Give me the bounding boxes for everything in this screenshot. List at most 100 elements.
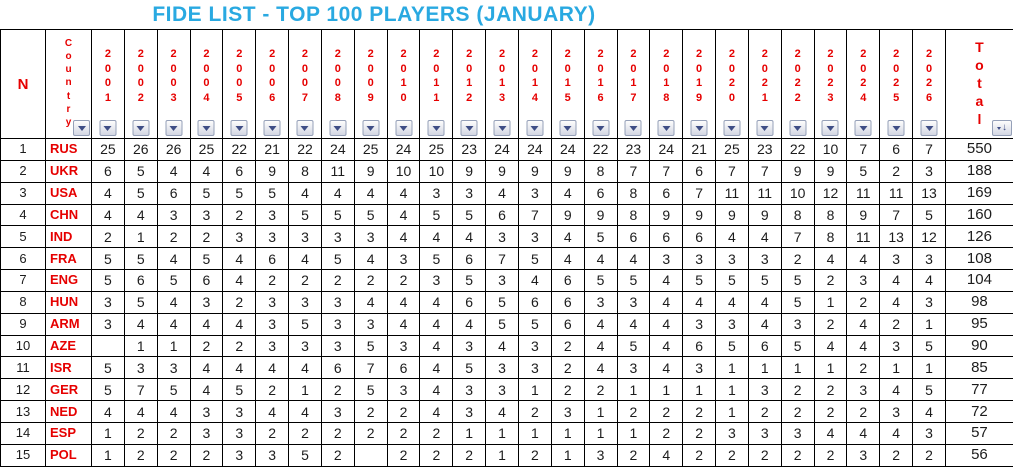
- total-cell[interactable]: 98: [945, 291, 1013, 313]
- data-cell-CHN-2012[interactable]: 5: [453, 204, 486, 226]
- data-cell-HUN-2015[interactable]: 6: [551, 291, 584, 313]
- data-cell-ISR-2017[interactable]: 3: [617, 357, 650, 379]
- country-cell[interactable]: FRA: [46, 248, 92, 270]
- data-cell-ESP-2020[interactable]: 3: [716, 422, 749, 444]
- data-cell-RUS-2009[interactable]: 25: [354, 139, 387, 161]
- data-cell-UKR-2011[interactable]: 10: [420, 160, 453, 182]
- data-cell-RUS-2025[interactable]: 6: [880, 139, 913, 161]
- data-cell-FRA-2011[interactable]: 5: [420, 248, 453, 270]
- data-cell-GER-2017[interactable]: 1: [617, 379, 650, 401]
- year-filter-button[interactable]: [625, 120, 642, 136]
- data-cell-GER-2006[interactable]: 2: [256, 379, 289, 401]
- data-cell-FRA-2024[interactable]: 4: [847, 248, 880, 270]
- data-cell-ESP-2026[interactable]: 3: [913, 422, 946, 444]
- country-filter-button[interactable]: [73, 120, 90, 136]
- data-cell-POL-2001[interactable]: 1: [92, 444, 125, 466]
- data-cell-AZE-2022[interactable]: 5: [781, 335, 814, 357]
- data-cell-AZE-2026[interactable]: 5: [913, 335, 946, 357]
- data-cell-POL-2017[interactable]: 2: [617, 444, 650, 466]
- data-cell-CHN-2002[interactable]: 4: [124, 204, 157, 226]
- data-cell-UKR-2004[interactable]: 4: [190, 160, 223, 182]
- data-cell-ARM-2002[interactable]: 4: [124, 313, 157, 335]
- data-cell-POL-2009[interactable]: [354, 444, 387, 466]
- data-cell-USA-2010[interactable]: 4: [387, 182, 420, 204]
- data-cell-ESP-2010[interactable]: 2: [387, 422, 420, 444]
- data-cell-NED-2005[interactable]: 3: [223, 401, 256, 423]
- total-cell[interactable]: 169: [945, 182, 1013, 204]
- data-cell-ENG-2010[interactable]: 2: [387, 270, 420, 292]
- data-cell-AZE-2017[interactable]: 5: [617, 335, 650, 357]
- data-cell-RUS-2013[interactable]: 24: [486, 139, 519, 161]
- data-cell-ISR-2026[interactable]: 1: [913, 357, 946, 379]
- data-cell-IND-2023[interactable]: 8: [814, 226, 847, 248]
- year-filter-button[interactable]: [494, 120, 511, 136]
- data-cell-UKR-2007[interactable]: 8: [289, 160, 322, 182]
- data-cell-ARM-2005[interactable]: 4: [223, 313, 256, 335]
- data-cell-POL-2011[interactable]: 2: [420, 444, 453, 466]
- country-cell[interactable]: ESP: [46, 422, 92, 444]
- row-number-cell[interactable]: 1: [1, 139, 46, 161]
- data-cell-AZE-2019[interactable]: 6: [683, 335, 716, 357]
- data-cell-HUN-2003[interactable]: 4: [157, 291, 190, 313]
- data-cell-ISR-2001[interactable]: 5: [92, 357, 125, 379]
- data-cell-ESP-2021[interactable]: 3: [748, 422, 781, 444]
- data-cell-IND-2026[interactable]: 12: [913, 226, 946, 248]
- data-cell-POL-2015[interactable]: 1: [551, 444, 584, 466]
- country-cell[interactable]: GER: [46, 379, 92, 401]
- data-cell-ISR-2009[interactable]: 7: [354, 357, 387, 379]
- country-cell[interactable]: RUS: [46, 139, 92, 161]
- data-cell-ENG-2025[interactable]: 4: [880, 270, 913, 292]
- data-cell-HUN-2005[interactable]: 2: [223, 291, 256, 313]
- data-cell-ESP-2013[interactable]: 1: [486, 422, 519, 444]
- data-cell-CHN-2015[interactable]: 9: [551, 204, 584, 226]
- data-cell-AZE-2006[interactable]: 3: [256, 335, 289, 357]
- data-cell-GER-2004[interactable]: 4: [190, 379, 223, 401]
- data-cell-CHN-2005[interactable]: 2: [223, 204, 256, 226]
- year-filter-button[interactable]: [723, 120, 740, 136]
- data-cell-IND-2009[interactable]: 3: [354, 226, 387, 248]
- data-cell-ENG-2014[interactable]: 4: [518, 270, 551, 292]
- data-cell-CHN-2004[interactable]: 3: [190, 204, 223, 226]
- data-cell-AZE-2003[interactable]: 1: [157, 335, 190, 357]
- data-cell-ARM-2026[interactable]: 1: [913, 313, 946, 335]
- data-cell-IND-2018[interactable]: 6: [650, 226, 683, 248]
- data-cell-NED-2003[interactable]: 4: [157, 401, 190, 423]
- data-cell-HUN-2024[interactable]: 2: [847, 291, 880, 313]
- data-cell-AZE-2010[interactable]: 3: [387, 335, 420, 357]
- data-cell-USA-2009[interactable]: 4: [354, 182, 387, 204]
- data-cell-POL-2003[interactable]: 2: [157, 444, 190, 466]
- data-cell-NED-2013[interactable]: 4: [486, 401, 519, 423]
- year-filter-button[interactable]: [592, 120, 609, 136]
- row-number-cell[interactable]: 8: [1, 291, 46, 313]
- data-cell-ENG-2002[interactable]: 6: [124, 270, 157, 292]
- data-cell-CHN-2018[interactable]: 9: [650, 204, 683, 226]
- data-cell-ENG-2017[interactable]: 5: [617, 270, 650, 292]
- data-cell-NED-2008[interactable]: 3: [321, 401, 354, 423]
- data-cell-GER-2008[interactable]: 2: [321, 379, 354, 401]
- row-number-cell[interactable]: 7: [1, 270, 46, 292]
- data-cell-UKR-2026[interactable]: 3: [913, 160, 946, 182]
- data-cell-HUN-2011[interactable]: 4: [420, 291, 453, 313]
- data-cell-NED-2025[interactable]: 3: [880, 401, 913, 423]
- data-cell-POL-2008[interactable]: 2: [321, 444, 354, 466]
- data-cell-RUS-2007[interactable]: 22: [289, 139, 322, 161]
- data-cell-USA-2017[interactable]: 8: [617, 182, 650, 204]
- data-cell-HUN-2017[interactable]: 3: [617, 291, 650, 313]
- data-cell-IND-2015[interactable]: 4: [551, 226, 584, 248]
- data-cell-ESP-2017[interactable]: 1: [617, 422, 650, 444]
- data-cell-USA-2002[interactable]: 5: [124, 182, 157, 204]
- data-cell-CHN-2007[interactable]: 5: [289, 204, 322, 226]
- data-cell-GER-2005[interactable]: 5: [223, 379, 256, 401]
- data-cell-ESP-2025[interactable]: 4: [880, 422, 913, 444]
- row-number-cell[interactable]: 4: [1, 204, 46, 226]
- data-cell-ESP-2014[interactable]: 1: [518, 422, 551, 444]
- data-cell-NED-2015[interactable]: 3: [551, 401, 584, 423]
- country-cell[interactable]: UKR: [46, 160, 92, 182]
- year-filter-button[interactable]: [296, 120, 313, 136]
- year-filter-button[interactable]: [428, 120, 445, 136]
- data-cell-ARM-2014[interactable]: 5: [518, 313, 551, 335]
- data-cell-ENG-2019[interactable]: 5: [683, 270, 716, 292]
- year-filter-button[interactable]: [329, 120, 346, 136]
- data-cell-ESP-2018[interactable]: 2: [650, 422, 683, 444]
- data-cell-FRA-2015[interactable]: 4: [551, 248, 584, 270]
